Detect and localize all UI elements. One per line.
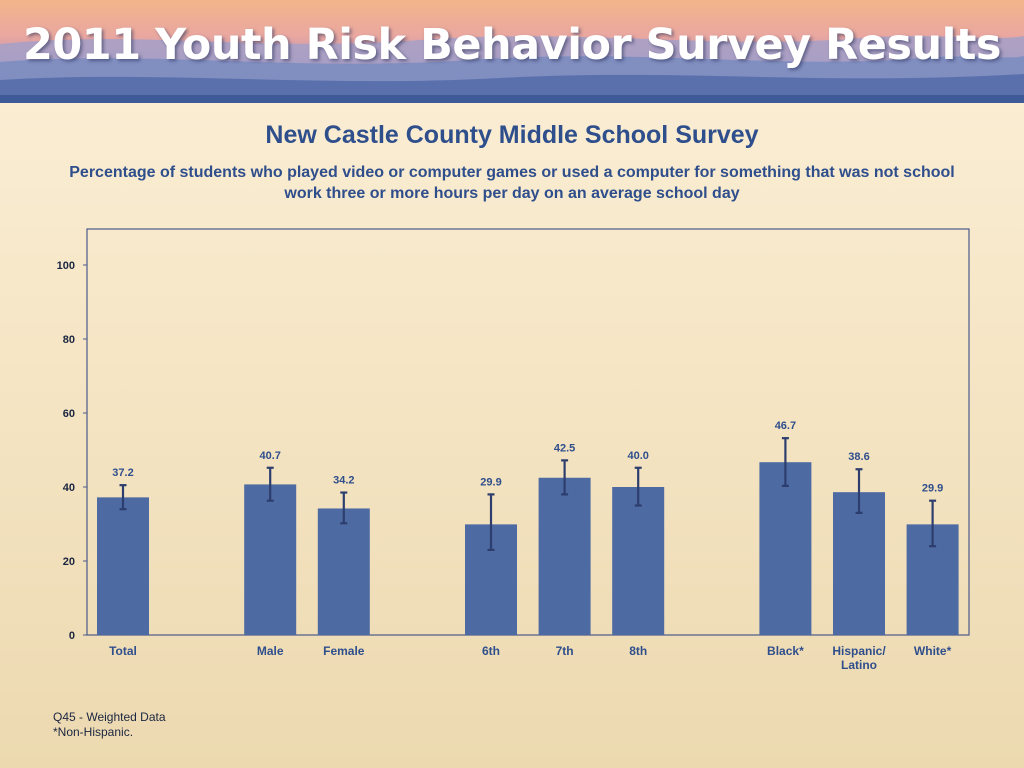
category-label: Hispanic/ bbox=[832, 644, 886, 658]
category-label: 6th bbox=[482, 644, 500, 658]
category-label: Total bbox=[109, 644, 137, 658]
data-label: 42.5 bbox=[554, 442, 575, 454]
category-label: Latino bbox=[841, 658, 877, 672]
bar bbox=[833, 492, 885, 635]
bar bbox=[538, 477, 591, 635]
y-tick-label: 60 bbox=[63, 408, 75, 420]
data-label: 38.6 bbox=[848, 451, 869, 463]
y-tick-label: 20 bbox=[63, 556, 75, 568]
bar bbox=[244, 484, 297, 635]
data-label: 40.0 bbox=[627, 450, 648, 462]
data-label: 46.7 bbox=[775, 420, 796, 432]
banner-title: 2011 Youth Risk Behavior Survey Results bbox=[22, 20, 1002, 70]
category-label: 7th bbox=[556, 644, 574, 658]
category-label: 8th bbox=[629, 644, 647, 658]
bar bbox=[759, 462, 812, 635]
bar bbox=[612, 487, 665, 635]
y-tick-label: 0 bbox=[69, 630, 75, 642]
chart-title: New Castle County Middle School Survey bbox=[265, 121, 759, 149]
bar-chart: 0 20 40 60 80 100 37.2 Total 40.7 Male 34.2 Female 2… bbox=[57, 228, 970, 672]
data-label: 29.9 bbox=[480, 476, 501, 488]
footnote-non-hispanic: *Non-Hispanic. bbox=[53, 725, 134, 739]
data-label: 37.2 bbox=[112, 467, 133, 479]
category-label: Female bbox=[323, 644, 365, 658]
data-label: 40.7 bbox=[259, 450, 280, 462]
category-label: White* bbox=[914, 644, 952, 658]
y-tick-label: 80 bbox=[63, 334, 75, 346]
data-label: 34.2 bbox=[333, 475, 354, 487]
bar bbox=[317, 508, 370, 635]
category-label: Male bbox=[257, 644, 284, 658]
header-banner bbox=[0, 0, 1024, 103]
y-tick-label: 40 bbox=[63, 482, 75, 494]
chart-subtitle: Percentage of students who played video … bbox=[69, 164, 955, 202]
plot-frame bbox=[86, 228, 970, 636]
category-label: Black* bbox=[767, 644, 804, 658]
y-tick-label: 100 bbox=[57, 260, 75, 272]
data-label: 29.9 bbox=[922, 483, 943, 495]
bar bbox=[97, 497, 149, 635]
footnote-weighted: Q45 - Weighted Data bbox=[53, 710, 166, 724]
